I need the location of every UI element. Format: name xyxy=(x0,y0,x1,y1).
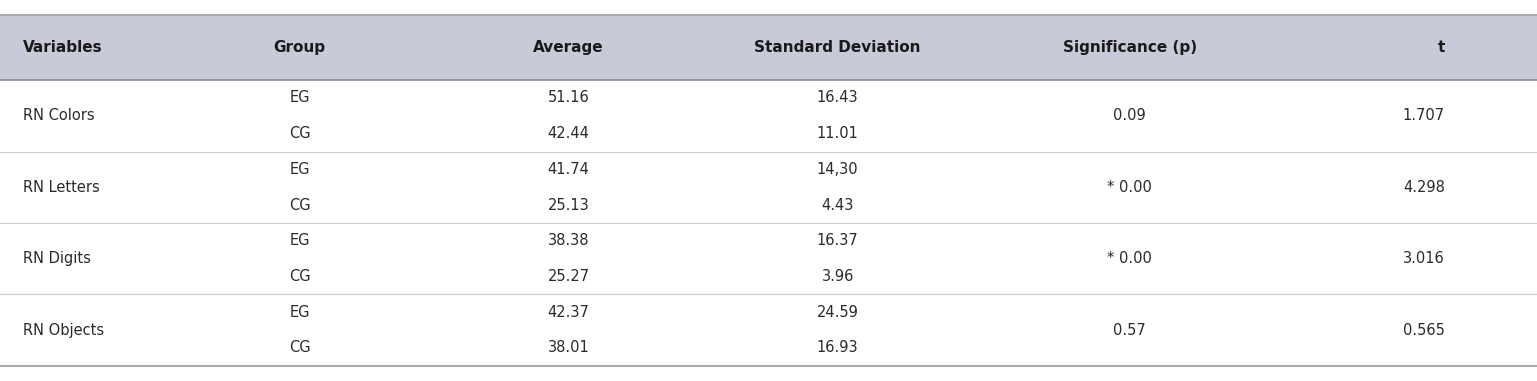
Text: CG: CG xyxy=(289,269,310,284)
Text: RN Colors: RN Colors xyxy=(23,108,95,123)
Text: 16.43: 16.43 xyxy=(816,90,859,106)
Bar xyxy=(0,80,1537,366)
Text: Standard Deviation: Standard Deviation xyxy=(755,40,921,55)
Text: 0.565: 0.565 xyxy=(1403,323,1445,338)
Text: 24.59: 24.59 xyxy=(816,305,859,320)
Text: EG: EG xyxy=(289,305,310,320)
Text: RN Letters: RN Letters xyxy=(23,180,100,195)
Text: 3.96: 3.96 xyxy=(821,269,855,284)
Text: * 0.00: * 0.00 xyxy=(1107,251,1153,266)
Bar xyxy=(0,15,1537,80)
Text: RN Digits: RN Digits xyxy=(23,251,91,266)
Text: 16.37: 16.37 xyxy=(816,233,859,248)
Text: 51.16: 51.16 xyxy=(547,90,590,106)
Text: 42.44: 42.44 xyxy=(547,126,590,141)
Text: Group: Group xyxy=(274,40,326,55)
Text: 41.74: 41.74 xyxy=(547,162,590,177)
Text: CG: CG xyxy=(289,198,310,213)
Text: Average: Average xyxy=(533,40,604,55)
Text: 11.01: 11.01 xyxy=(816,126,859,141)
Text: RN Objects: RN Objects xyxy=(23,323,105,338)
Text: 38.01: 38.01 xyxy=(547,340,590,355)
Text: 4.298: 4.298 xyxy=(1403,180,1445,195)
Text: EG: EG xyxy=(289,90,310,106)
Text: 1.707: 1.707 xyxy=(1403,108,1445,123)
Text: 0.57: 0.57 xyxy=(1113,323,1147,338)
Text: CG: CG xyxy=(289,126,310,141)
Text: 25.13: 25.13 xyxy=(547,198,590,213)
Text: 0.09: 0.09 xyxy=(1113,108,1147,123)
Text: 4.43: 4.43 xyxy=(821,198,855,213)
Text: 38.38: 38.38 xyxy=(547,233,590,248)
Text: * 0.00: * 0.00 xyxy=(1107,180,1153,195)
Text: t: t xyxy=(1437,40,1445,55)
Text: CG: CG xyxy=(289,340,310,355)
Text: 25.27: 25.27 xyxy=(547,269,590,284)
Text: Variables: Variables xyxy=(23,40,103,55)
Text: 14,30: 14,30 xyxy=(816,162,859,177)
Text: Significance (p): Significance (p) xyxy=(1062,40,1197,55)
Text: 42.37: 42.37 xyxy=(547,305,590,320)
Text: EG: EG xyxy=(289,233,310,248)
Text: 16.93: 16.93 xyxy=(816,340,859,355)
Text: 3.016: 3.016 xyxy=(1403,251,1445,266)
Text: EG: EG xyxy=(289,162,310,177)
